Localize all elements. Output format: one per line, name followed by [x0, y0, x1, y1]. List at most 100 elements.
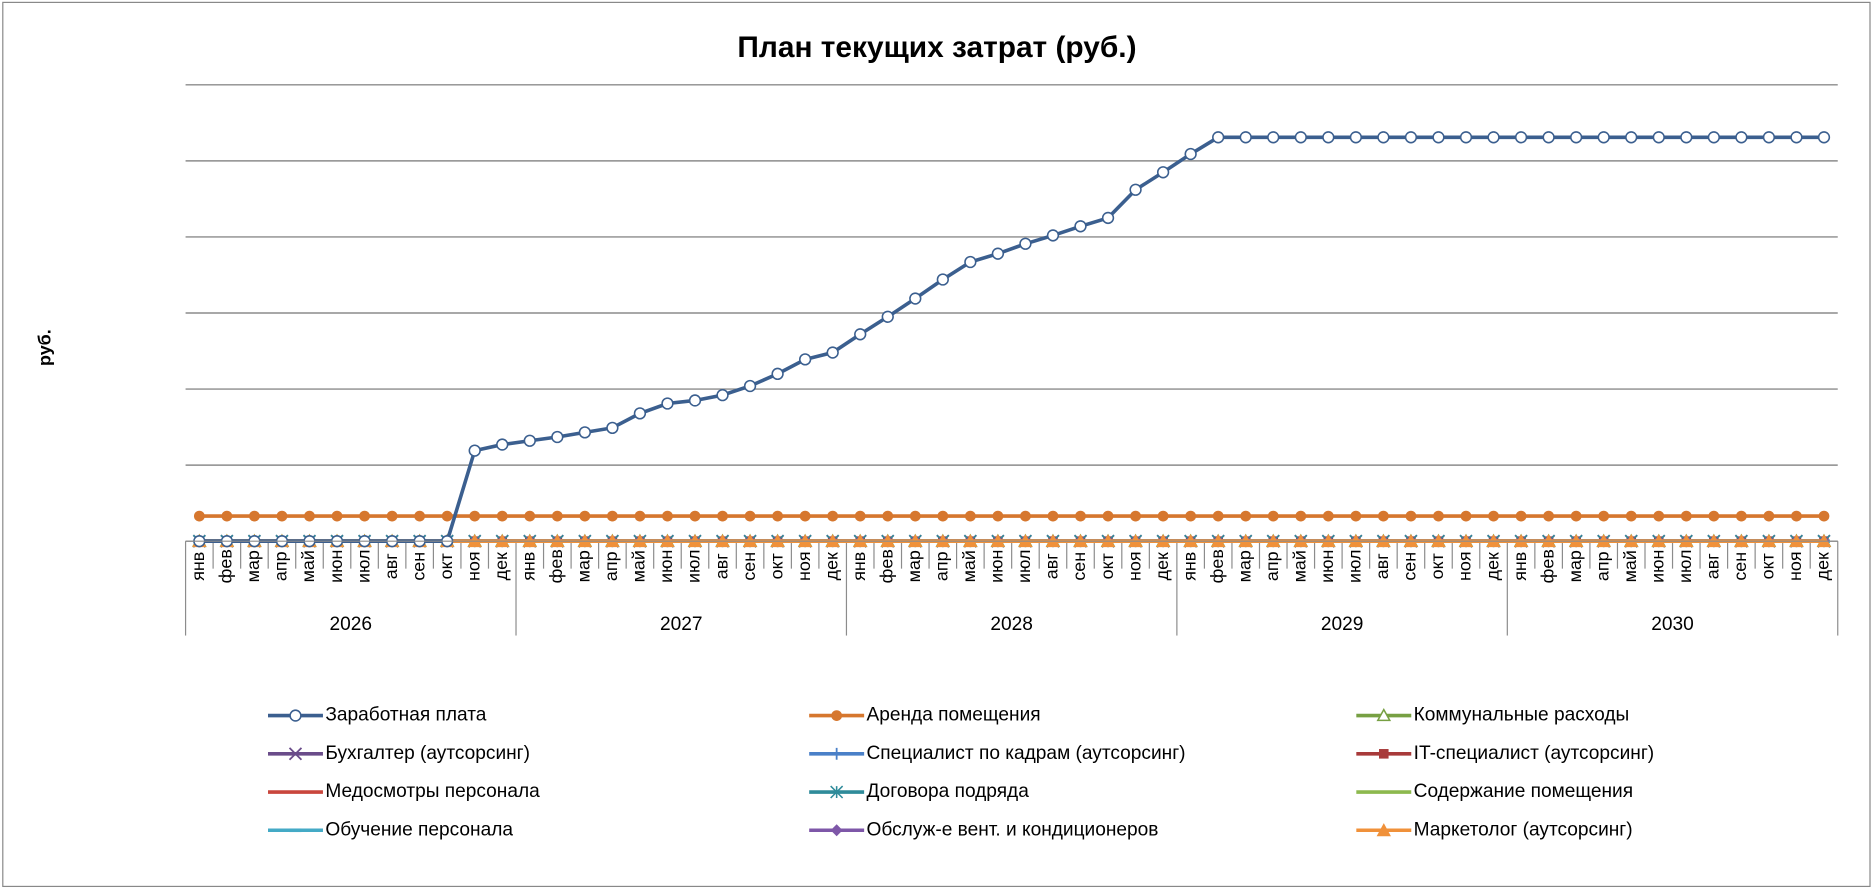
- marker: [772, 510, 783, 522]
- marker: [1128, 534, 1143, 548]
- marker: [1761, 534, 1777, 548]
- marker: [1267, 510, 1279, 522]
- legend-label: Заработная плата: [325, 705, 486, 726]
- marker: [992, 510, 1004, 522]
- marker: [288, 747, 303, 761]
- marker: [1486, 534, 1501, 548]
- marker: [469, 510, 481, 522]
- chart-title: План текущих затрат (руб.): [737, 31, 1136, 64]
- marker: [827, 510, 839, 522]
- x-tick-label: авг: [1372, 553, 1392, 579]
- marker: [1708, 510, 1720, 522]
- x-tick-label: июн: [656, 550, 676, 583]
- marker: [193, 510, 205, 522]
- x-tick-label: мар: [1565, 550, 1585, 582]
- marker: [524, 510, 536, 522]
- year-label: 2028: [990, 614, 1033, 635]
- x-tick-label: сен: [1069, 552, 1089, 581]
- x-tick-label: фев: [216, 549, 236, 583]
- year-label: 2027: [660, 614, 703, 635]
- marker: [1735, 510, 1747, 522]
- x-tick-label: ноя: [1124, 551, 1144, 581]
- legend-label: IT-специалист (аутсорсинг): [1414, 743, 1655, 764]
- marker: [1212, 510, 1224, 522]
- marker: [414, 510, 426, 522]
- marker: [577, 534, 593, 548]
- marker: [523, 434, 536, 447]
- marker: [496, 438, 509, 451]
- marker: [1295, 510, 1307, 522]
- marker: [632, 534, 648, 548]
- x-tick-label: янв: [849, 552, 869, 581]
- marker: [742, 534, 758, 548]
- x-tick-label: окт: [766, 553, 786, 579]
- marker: [1378, 510, 1389, 522]
- marker: [1680, 510, 1692, 522]
- marker: [495, 534, 510, 548]
- marker: [1322, 131, 1335, 144]
- x-tick-label: май: [959, 550, 979, 582]
- marker: [1045, 534, 1061, 548]
- x-tick-label: май: [1290, 550, 1310, 582]
- marker: [1155, 534, 1171, 548]
- year-label: 2030: [1651, 614, 1694, 635]
- x-tick-label: окт: [1758, 553, 1778, 579]
- marker: [744, 510, 756, 522]
- marker: [1102, 510, 1114, 522]
- marker: [551, 510, 563, 522]
- marker: [289, 709, 302, 722]
- x-tick-label: фев: [1207, 549, 1227, 583]
- marker: [830, 785, 844, 799]
- marker: [909, 510, 921, 522]
- marker: [1376, 708, 1392, 722]
- marker: [1350, 510, 1362, 522]
- marker: [1266, 534, 1281, 548]
- x-tick-label: май: [298, 550, 318, 582]
- x-tick-label: дек: [1152, 552, 1172, 580]
- marker: [1515, 510, 1527, 522]
- x-tick-label: июн: [1648, 550, 1668, 583]
- marker: [289, 828, 302, 833]
- marker: [826, 346, 839, 359]
- x-tick-label: сен: [1730, 552, 1750, 581]
- x-tick-label: июл: [1675, 550, 1695, 583]
- marker: [1322, 510, 1334, 522]
- marker: [276, 510, 288, 522]
- marker: [579, 510, 591, 522]
- series: [193, 510, 1830, 522]
- marker: [1679, 534, 1694, 548]
- marker: [799, 510, 811, 522]
- marker: [1432, 131, 1445, 144]
- x-tick-label: апр: [271, 551, 291, 581]
- x-tick-label: янв: [188, 552, 208, 581]
- marker: [1706, 534, 1722, 548]
- marker: [1598, 510, 1610, 522]
- x-tick-label: июн: [1317, 550, 1337, 583]
- marker: [1597, 131, 1610, 144]
- marker: [1790, 131, 1803, 144]
- x-tick-label: июн: [987, 550, 1007, 583]
- marker: [1680, 131, 1693, 144]
- marker: [1047, 510, 1059, 522]
- marker: [1376, 534, 1391, 548]
- legend-label: Обслуж-е вент. и кондиционеров: [867, 819, 1159, 840]
- legend-label: Коммунальные расходы: [1414, 705, 1630, 726]
- marker: [717, 510, 728, 522]
- x-tick-label: сен: [408, 552, 428, 581]
- y-axis-label: руб.: [35, 329, 55, 366]
- marker: [605, 534, 620, 548]
- marker: [662, 510, 673, 522]
- x-tick-label: янв: [1510, 552, 1530, 581]
- marker: [304, 510, 315, 522]
- marker: [1184, 147, 1197, 161]
- marker: [1101, 211, 1115, 225]
- x-tick-label: авг: [1042, 553, 1062, 579]
- marker: [830, 824, 843, 837]
- x-tick-label: окт: [1427, 553, 1447, 579]
- series: [193, 131, 1831, 548]
- marker: [1734, 534, 1749, 548]
- marker: [1212, 131, 1225, 144]
- marker: [1514, 131, 1528, 144]
- x-tick-label: июн: [326, 550, 346, 583]
